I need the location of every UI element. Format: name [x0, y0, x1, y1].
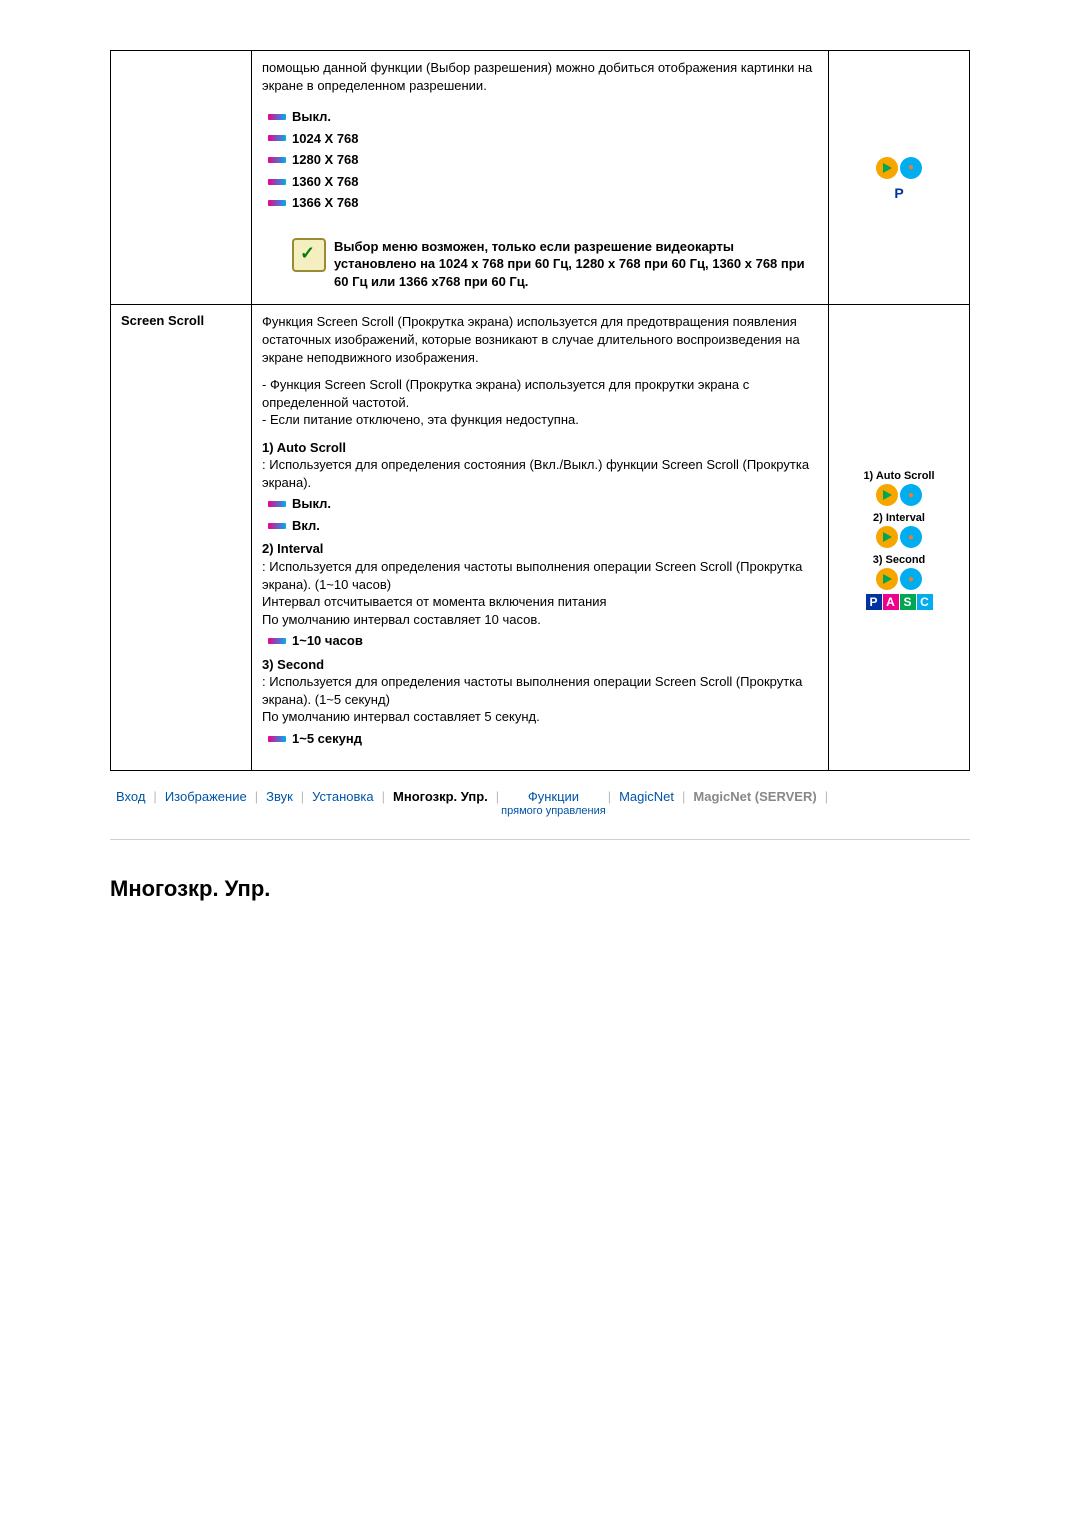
right-icons	[839, 526, 959, 548]
row2-s2-title: 2) Interval	[262, 540, 818, 558]
pasc-a: A	[883, 594, 899, 610]
dot-icon	[900, 157, 922, 179]
row2-s2-body: : Используется для определения частоты в…	[262, 558, 818, 628]
dot-icon	[900, 526, 922, 548]
tab-sound[interactable]: Звук	[260, 789, 299, 804]
row2-s2-bullets: 1~10 часов	[268, 632, 818, 650]
note-box: Выбор меню возможен, только если разреше…	[262, 238, 818, 291]
bullet-icon	[268, 638, 286, 644]
list-item: 1~5 секунд	[268, 730, 818, 748]
check-icon	[292, 238, 326, 272]
tab-separator: |	[299, 789, 306, 804]
bullet-text: 1024 X 768	[292, 130, 359, 148]
settings-table: помощью данной функции (Выбор разрешения…	[110, 50, 970, 771]
tab-separator: |	[494, 789, 501, 804]
list-item: 1360 X 768	[268, 173, 818, 191]
bullet-icon	[268, 736, 286, 742]
tab-separator: |	[151, 789, 158, 804]
bullet-text: 1~5 секунд	[292, 730, 362, 748]
row1-content-cell: помощью данной функции (Выбор разрешения…	[252, 51, 829, 305]
horizontal-rule	[110, 839, 970, 840]
dot-icon	[900, 484, 922, 506]
bullet-text: 1280 X 768	[292, 151, 359, 169]
play-icon	[876, 568, 898, 590]
bullet-icon	[268, 114, 286, 120]
bullet-text: Выкл.	[292, 108, 331, 126]
tab-separator: |	[680, 789, 687, 804]
right-icons	[839, 568, 959, 590]
row1-name-cell	[111, 51, 252, 305]
bullet-text: 1360 X 768	[292, 173, 359, 191]
pasc-badge: P A S C	[839, 594, 959, 610]
row2-name-cell: Screen Scroll	[111, 305, 252, 770]
play-icon	[876, 157, 898, 179]
row1-intro-text: помощью данной функции (Выбор разрешения…	[262, 59, 818, 94]
row2-right-cell: 1) Auto Scroll 2) Interval 3) Second P	[829, 305, 970, 770]
row2-s3-bullets: 1~5 секунд	[268, 730, 818, 748]
bullet-text: Вкл.	[292, 517, 320, 535]
row1-right-cell: P	[829, 51, 970, 305]
bullet-text: 1~10 часов	[292, 632, 363, 650]
tab-separator: |	[253, 789, 260, 804]
row1-bullet-list: Выкл. 1024 X 768 1280 X 768 1360 X 768 1…	[268, 108, 818, 212]
note-text: Выбор меню возможен, только если разреше…	[334, 238, 818, 291]
pasc-c: C	[917, 594, 933, 610]
tab-functions-sublabel: прямого управления	[501, 805, 606, 817]
row2-p2a: - Функция Screen Scroll (Прокрутка экран…	[262, 376, 818, 411]
tab-magicnet-server[interactable]: MagicNet (SERVER)	[687, 789, 822, 804]
tab-multiscreen[interactable]: Многозкр. Упр.	[387, 789, 494, 804]
tab-functions[interactable]: Функции	[522, 789, 585, 804]
tab-input[interactable]: Вход	[110, 789, 151, 804]
bullet-text: Выкл.	[292, 495, 331, 513]
row2-p2b: - Если питание отключено, эта функция не…	[262, 411, 818, 429]
tab-setup[interactable]: Установка	[306, 789, 379, 804]
bullet-icon	[268, 179, 286, 185]
nav-tabs: Вход| Изображение| Звук| Установка| Мног…	[110, 789, 970, 817]
bullet-icon	[268, 157, 286, 163]
row2-s1-bullets: Выкл. Вкл.	[268, 495, 818, 534]
page-title: Многозкр. Упр.	[110, 876, 970, 902]
pasc-s: S	[900, 594, 916, 610]
right-icons	[839, 484, 959, 506]
tab-separator: |	[823, 789, 830, 804]
play-icon	[876, 526, 898, 548]
play-icon	[876, 484, 898, 506]
bullet-icon	[268, 523, 286, 529]
row2-s1-body: : Используется для определения состояния…	[262, 456, 818, 491]
bullet-icon	[268, 135, 286, 141]
tab-image[interactable]: Изображение	[159, 789, 253, 804]
list-item: Вкл.	[268, 517, 818, 535]
right-label-1: 1) Auto Scroll	[839, 470, 959, 482]
tab-magicnet[interactable]: MagicNet	[613, 789, 680, 804]
list-item: Выкл.	[268, 495, 818, 513]
row2-p1: Функция Screen Scroll (Прокрутка экрана)…	[262, 313, 818, 366]
pasc-p: P	[866, 594, 882, 610]
row2-s3-body: : Используется для определения частоты в…	[262, 673, 818, 726]
row2-content-cell: Функция Screen Scroll (Прокрутка экрана)…	[252, 305, 829, 770]
list-item: 1280 X 768	[268, 151, 818, 169]
bullet-icon	[268, 200, 286, 206]
list-item: Выкл.	[268, 108, 818, 126]
tab-separator: |	[606, 789, 613, 804]
row2-s3-title: 3) Second	[262, 656, 818, 674]
p-badge: P	[894, 185, 903, 201]
list-item: 1024 X 768	[268, 130, 818, 148]
right-icons	[839, 157, 959, 179]
list-item: 1366 X 768	[268, 194, 818, 212]
list-item: 1~10 часов	[268, 632, 818, 650]
tab-separator: |	[380, 789, 387, 804]
row2-s1-title: 1) Auto Scroll	[262, 439, 818, 457]
right-label-3: 3) Second	[839, 554, 959, 566]
bullet-icon	[268, 501, 286, 507]
right-label-2: 2) Interval	[839, 512, 959, 524]
bullet-text: 1366 X 768	[292, 194, 359, 212]
dot-icon	[900, 568, 922, 590]
